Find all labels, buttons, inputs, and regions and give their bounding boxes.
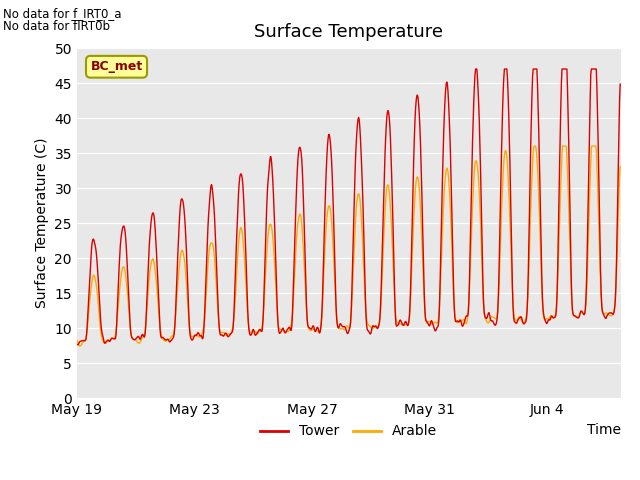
Legend: Tower, Arable: Tower, Arable [255, 419, 443, 444]
Y-axis label: Surface Temperature (C): Surface Temperature (C) [35, 138, 49, 309]
Text: BC_met: BC_met [90, 60, 143, 73]
Text: No data for f̅IRT0̅b: No data for f̅IRT0̅b [3, 20, 110, 33]
X-axis label: Time: Time [587, 423, 621, 437]
Title: Surface Temperature: Surface Temperature [254, 23, 444, 41]
Text: No data for f_IRT0_a: No data for f_IRT0_a [3, 7, 122, 20]
